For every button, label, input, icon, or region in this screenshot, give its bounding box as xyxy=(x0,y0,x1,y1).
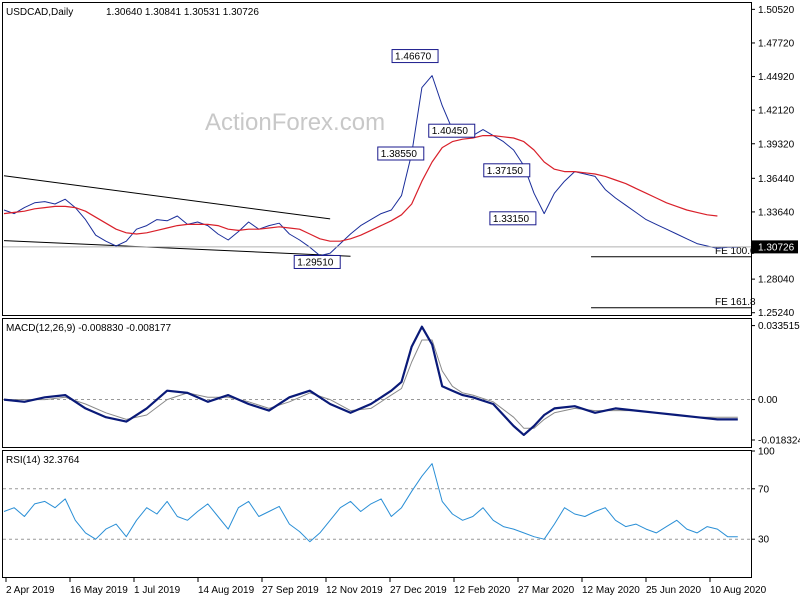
x-tick-label: 14 Aug 2019 xyxy=(198,585,255,596)
rsi-line xyxy=(3,463,738,543)
price-annotations: 1.46670 1.38550 1.40450 1.37150 1.33150 1.295… xyxy=(293,49,537,269)
price-y-tick-label: 1.44920 xyxy=(758,72,795,83)
price-line xyxy=(3,75,738,257)
annotation-box xyxy=(391,49,439,64)
x-tick-label: 2 Apr 2019 xyxy=(6,585,55,596)
sma-line xyxy=(3,135,718,242)
annotation-box xyxy=(377,146,425,161)
x-tick-label: 27 Dec 2019 xyxy=(390,585,447,596)
rsi-y-tick-label: 70 xyxy=(758,484,770,495)
annotation-label: 1.46670 xyxy=(395,52,432,63)
price-y-tick-label: 1.28040 xyxy=(758,275,795,286)
current-price-label: 1.30726 xyxy=(758,242,795,253)
x-tick-label: 27 Sep 2019 xyxy=(262,585,319,596)
price-series xyxy=(3,75,738,257)
fib-levels: FE 100.0 FE 161.8 xyxy=(591,246,756,309)
price-y-tick-label: 1.33640 xyxy=(758,207,795,218)
macd-y-tick-label: 0.00 xyxy=(758,395,778,406)
macd-y-tick-label: -0.018324 xyxy=(758,435,800,446)
x-tick-label: 27 Mar 2020 xyxy=(518,585,575,596)
macd-header: MACD(12,26,9) -0.008830 -0.008177 xyxy=(6,323,172,334)
x-tick-label: 12 Feb 2020 xyxy=(454,585,511,596)
upper-trendline xyxy=(3,175,331,220)
price-y-tick-label: 1.36440 xyxy=(758,174,795,185)
annotation-box xyxy=(428,123,476,138)
lower-trendline xyxy=(3,240,351,257)
x-tick-label: 12 Nov 2019 xyxy=(326,585,383,596)
x-tick-label: 10 Aug 2020 xyxy=(710,585,767,596)
rsi-y-axis: 100 70 30 xyxy=(751,447,775,546)
trendlines xyxy=(3,175,351,257)
price-panel: USDCAD,Daily 1.30640 1.30841 1.30531 1.3… xyxy=(2,2,798,319)
fib-level-label: FE 100.0 xyxy=(715,246,756,257)
fib-level-label: FE 161.8 xyxy=(715,297,756,308)
rsi-series xyxy=(3,463,751,543)
price-y-tick-label: 1.39320 xyxy=(758,139,795,150)
watermark: ActionForex.com xyxy=(205,109,385,136)
price-y-tick-label: 1.50520 xyxy=(758,5,795,16)
current-price-box xyxy=(752,240,798,254)
rsi-header: RSI(14) 32.3764 xyxy=(6,455,80,466)
annotation-label: 1.40450 xyxy=(432,126,469,137)
annotation-box xyxy=(293,254,341,269)
symbol-header: USDCAD,Daily xyxy=(6,7,73,18)
x-axis: 2 Apr 2019 16 May 2019 1 Jul 2019 14 Aug 20… xyxy=(5,578,767,596)
x-tick-label: 1 Jul 2019 xyxy=(134,585,181,596)
price-y-tick-label: 1.42120 xyxy=(758,106,795,117)
price-panel-frame xyxy=(2,2,752,316)
x-tick-label: 25 Jun 2020 xyxy=(646,585,701,596)
macd-main-line xyxy=(3,325,738,436)
macd-series xyxy=(3,325,751,436)
current-price-marker: 1.30726 xyxy=(3,240,798,254)
macd-signal-line xyxy=(4,339,738,429)
ohlc-header: 1.30640 1.30841 1.30531 1.30726 xyxy=(106,7,259,18)
price-y-tick-label: 1.47720 xyxy=(758,38,795,49)
price-y-axis: 1.50520 1.47720 1.44920 1.42120 1.39320 1.364… xyxy=(751,5,795,319)
macd-y-axis: 0.033515 0.00 -0.018324 xyxy=(751,321,800,446)
annotation-label: 1.29510 xyxy=(297,257,334,268)
annotation-label: 1.37150 xyxy=(487,166,524,177)
rsi-panel: RSI(14) 32.3764 100 70 30 xyxy=(2,447,775,578)
rsi-panel-frame xyxy=(2,450,752,578)
macd-panel-frame xyxy=(2,318,752,448)
annotation-label: 1.38550 xyxy=(381,149,418,160)
x-tick-label: 16 May 2019 xyxy=(70,585,128,596)
annotation-box xyxy=(489,211,537,226)
annotation-label: 1.33150 xyxy=(493,214,530,225)
rsi-y-tick-label: 30 xyxy=(758,535,770,546)
price-y-tick-label: 1.25240 xyxy=(758,308,795,319)
macd-y-tick-label: 0.033515 xyxy=(758,321,800,332)
macd-panel: MACD(12,26,9) -0.008830 -0.008177 0.0335… xyxy=(2,318,800,448)
rsi-y-tick-label: 100 xyxy=(758,447,775,458)
annotation-box xyxy=(483,163,531,178)
x-tick-label: 12 May 2020 xyxy=(582,585,640,596)
